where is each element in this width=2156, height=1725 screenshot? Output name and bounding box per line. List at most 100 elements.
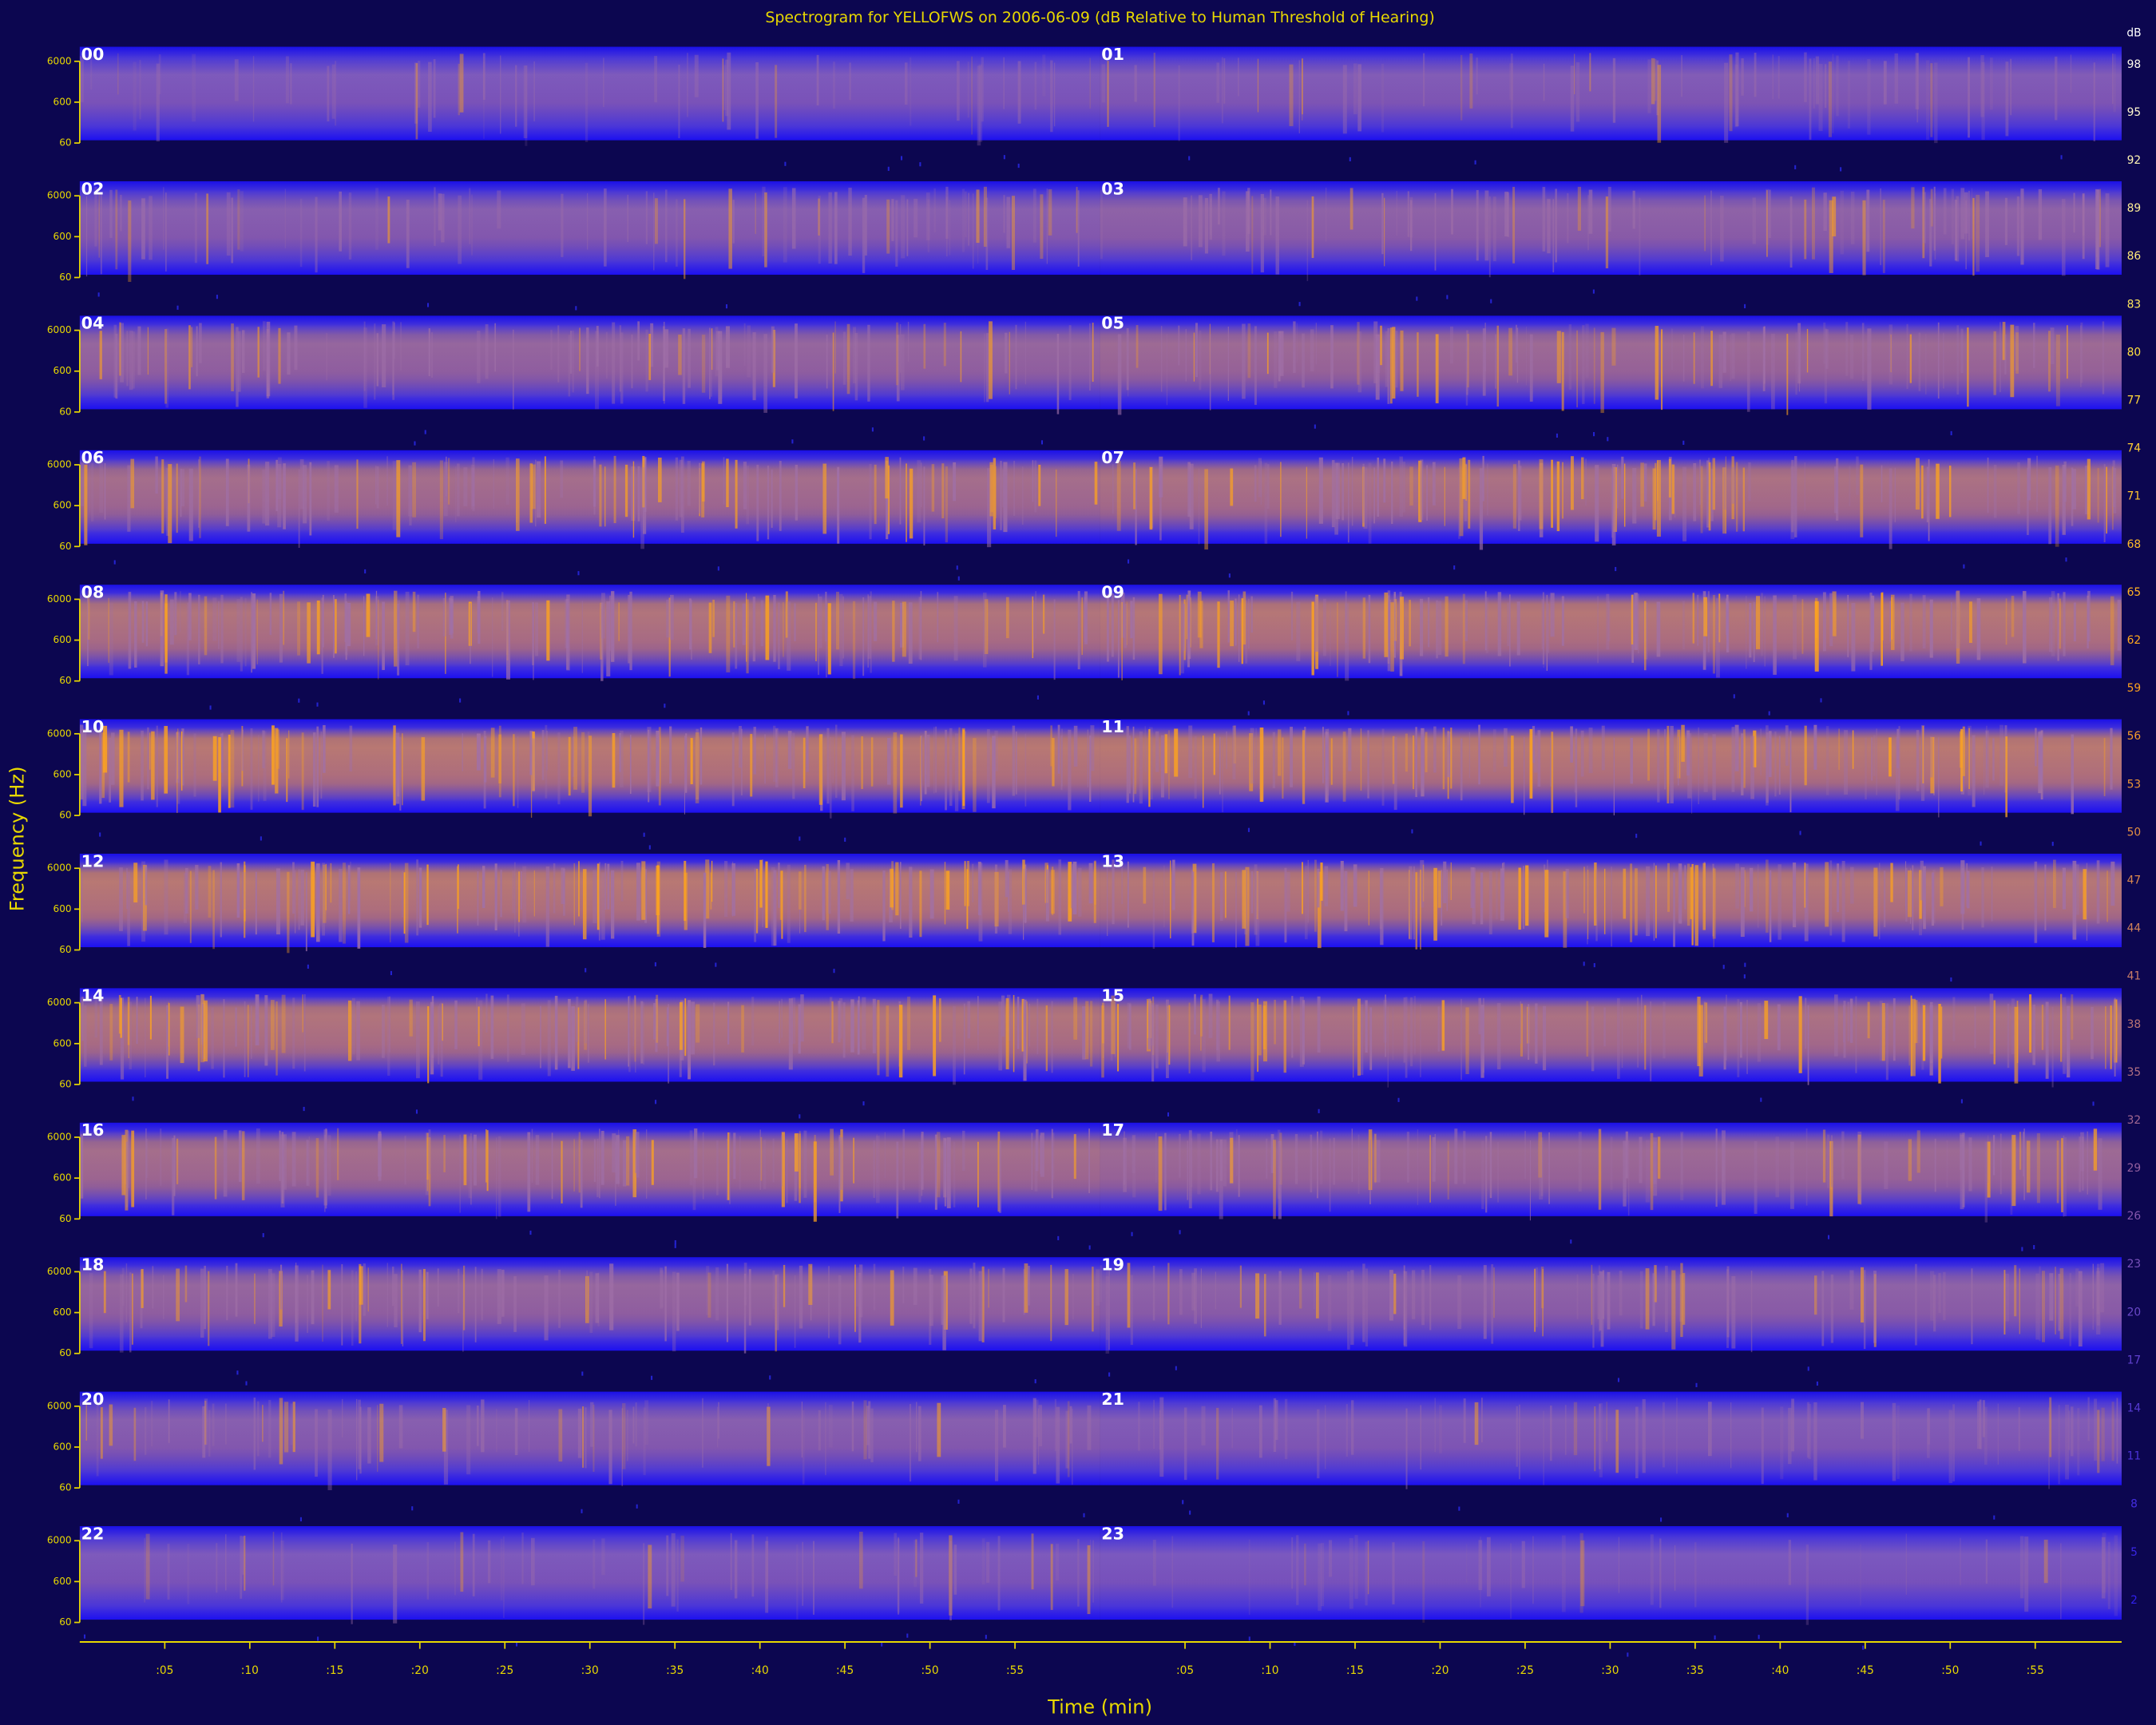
spectrogram-streak: [264, 995, 268, 1066]
spectrogram-streak: [945, 466, 948, 543]
spectrogram-streak: [787, 731, 792, 769]
spectrogram-streak: [1610, 1136, 1613, 1190]
spectrogram-streak: [862, 197, 866, 273]
spectrogram-streak: [826, 335, 828, 389]
spectrogram-streak: [837, 468, 839, 508]
spectrogram-streak: [906, 463, 907, 542]
spectrogram-streak: [787, 864, 791, 943]
spectrogram-streak: [1293, 321, 1296, 373]
spectrogram-streak: [1179, 594, 1181, 676]
panel-hour-label: 21: [1101, 1390, 1124, 1409]
spectrogram-streak: [1674, 466, 1676, 518]
spectrogram-streak: [1464, 600, 1468, 641]
spectrogram-streak: [1916, 53, 1919, 123]
spectrogram-streak: [741, 1005, 744, 1053]
spectrogram-speck: [1570, 1239, 1572, 1244]
spectrogram-streak: [1804, 52, 1807, 102]
spectrogram-streak: [100, 1407, 103, 1459]
spectrogram-streak: [1100, 1265, 1102, 1303]
spectrogram-streak: [846, 862, 850, 900]
spectrogram-speck: [414, 441, 416, 446]
spectrogram-streak: [977, 65, 981, 146]
spectrogram-streak: [1290, 591, 1294, 640]
spectrogram-streak: [1167, 1263, 1170, 1325]
spectrogram-streak: [374, 323, 376, 400]
spectrogram-streak: [1117, 600, 1120, 678]
spectrogram-streak: [1031, 1533, 1034, 1590]
spectrogram-streak: [2077, 1408, 2080, 1476]
spectrogram-streak: [2055, 56, 2058, 121]
spectrogram-streak: [1158, 1136, 1163, 1211]
spectrogram-streak: [571, 1006, 575, 1071]
spectrogram-streak: [717, 1406, 719, 1448]
spectrogram-streak: [635, 997, 636, 1073]
spectrogram-speck: [1963, 564, 1965, 569]
spectrogram-streak: [1922, 595, 1926, 649]
spectrogram-streak: [2003, 1270, 2006, 1335]
spectrogram-streak: [1537, 730, 1541, 787]
spectrogram-streak: [857, 1000, 860, 1055]
spectrogram-streak: [1615, 1410, 1619, 1473]
spectrogram-streak: [1889, 601, 1892, 642]
spectrogram-streak: [973, 738, 977, 812]
spectrogram-streak: [827, 603, 831, 675]
spectrogram-streak: [1969, 601, 1972, 644]
spectrogram-streak: [1676, 1398, 1678, 1474]
spectrogram-streak: [2033, 323, 2035, 368]
spectrogram-streak: [1045, 869, 1049, 922]
spectrogram-streak: [2113, 467, 2117, 514]
spectrogram-streak: [315, 196, 318, 273]
spectrogram-streak: [520, 870, 522, 910]
spectrogram-streak: [459, 54, 464, 113]
spectrogram-streak: [961, 188, 965, 252]
spectrogram-streak: [2057, 593, 2059, 661]
spectrogram-streak: [1159, 456, 1163, 498]
spectrogram-streak: [363, 1263, 366, 1316]
spectrogram-streak: [926, 735, 930, 787]
spectrogram-streak: [669, 726, 672, 784]
y-tick-label: 60: [59, 272, 71, 283]
spectrogram-streak: [1905, 1533, 1907, 1595]
spectrogram-streak: [2073, 602, 2076, 642]
spectrogram-streak: [701, 461, 705, 502]
spectrogram-streak: [733, 601, 735, 648]
spectrogram-streak: [751, 1534, 755, 1597]
spectrogram-streak: [527, 1132, 531, 1212]
spectrogram-streak: [1647, 59, 1651, 113]
spectrogram-panel: [1100, 450, 2122, 578]
spectrogram-streak: [855, 1267, 860, 1307]
spectrogram-streak: [799, 1265, 803, 1329]
spectrogram-streak: [1450, 728, 1453, 789]
panel-hour-label: 00: [81, 45, 105, 64]
spectrogram-streak: [1329, 1540, 1333, 1577]
spectrogram-streak: [1349, 1537, 1353, 1609]
spectrogram-streak: [687, 461, 691, 506]
y-tick-label: 600: [54, 1172, 72, 1184]
spectrogram-streak: [1707, 591, 1710, 652]
spectrogram-streak: [995, 466, 997, 518]
spectrogram-streak: [1692, 593, 1694, 644]
spectrogram-streak: [2103, 464, 2106, 542]
spectrogram-streak: [415, 63, 418, 140]
spectrogram-streak: [1433, 726, 1437, 773]
spectrogram-streak: [1219, 1139, 1223, 1219]
spectrogram-streak: [1968, 57, 1970, 138]
x-tick-label: :30: [1601, 1664, 1619, 1677]
spectrogram-streak: [1393, 1273, 1397, 1315]
spectrogram-streak: [1132, 1135, 1136, 1198]
spectrogram-streak: [1789, 1141, 1794, 1209]
spectrogram-streak: [731, 863, 735, 916]
spectrogram-streak: [1318, 1543, 1322, 1612]
spectrogram-streak: [1876, 728, 1877, 795]
spectrogram-streak: [1200, 994, 1203, 1037]
spectrogram-streak: [1857, 1134, 1861, 1204]
spectrogram-streak: [1379, 870, 1382, 930]
spectrogram-streak: [917, 460, 921, 523]
spectrogram-streak: [497, 1269, 501, 1324]
spectrogram-speck: [919, 162, 921, 167]
spectrogram-streak: [1606, 593, 1610, 650]
spectrogram-streak: [610, 870, 615, 939]
spectrogram-streak: [765, 1541, 769, 1613]
spectrogram-streak: [322, 594, 324, 648]
spectrogram-streak: [481, 1399, 485, 1453]
